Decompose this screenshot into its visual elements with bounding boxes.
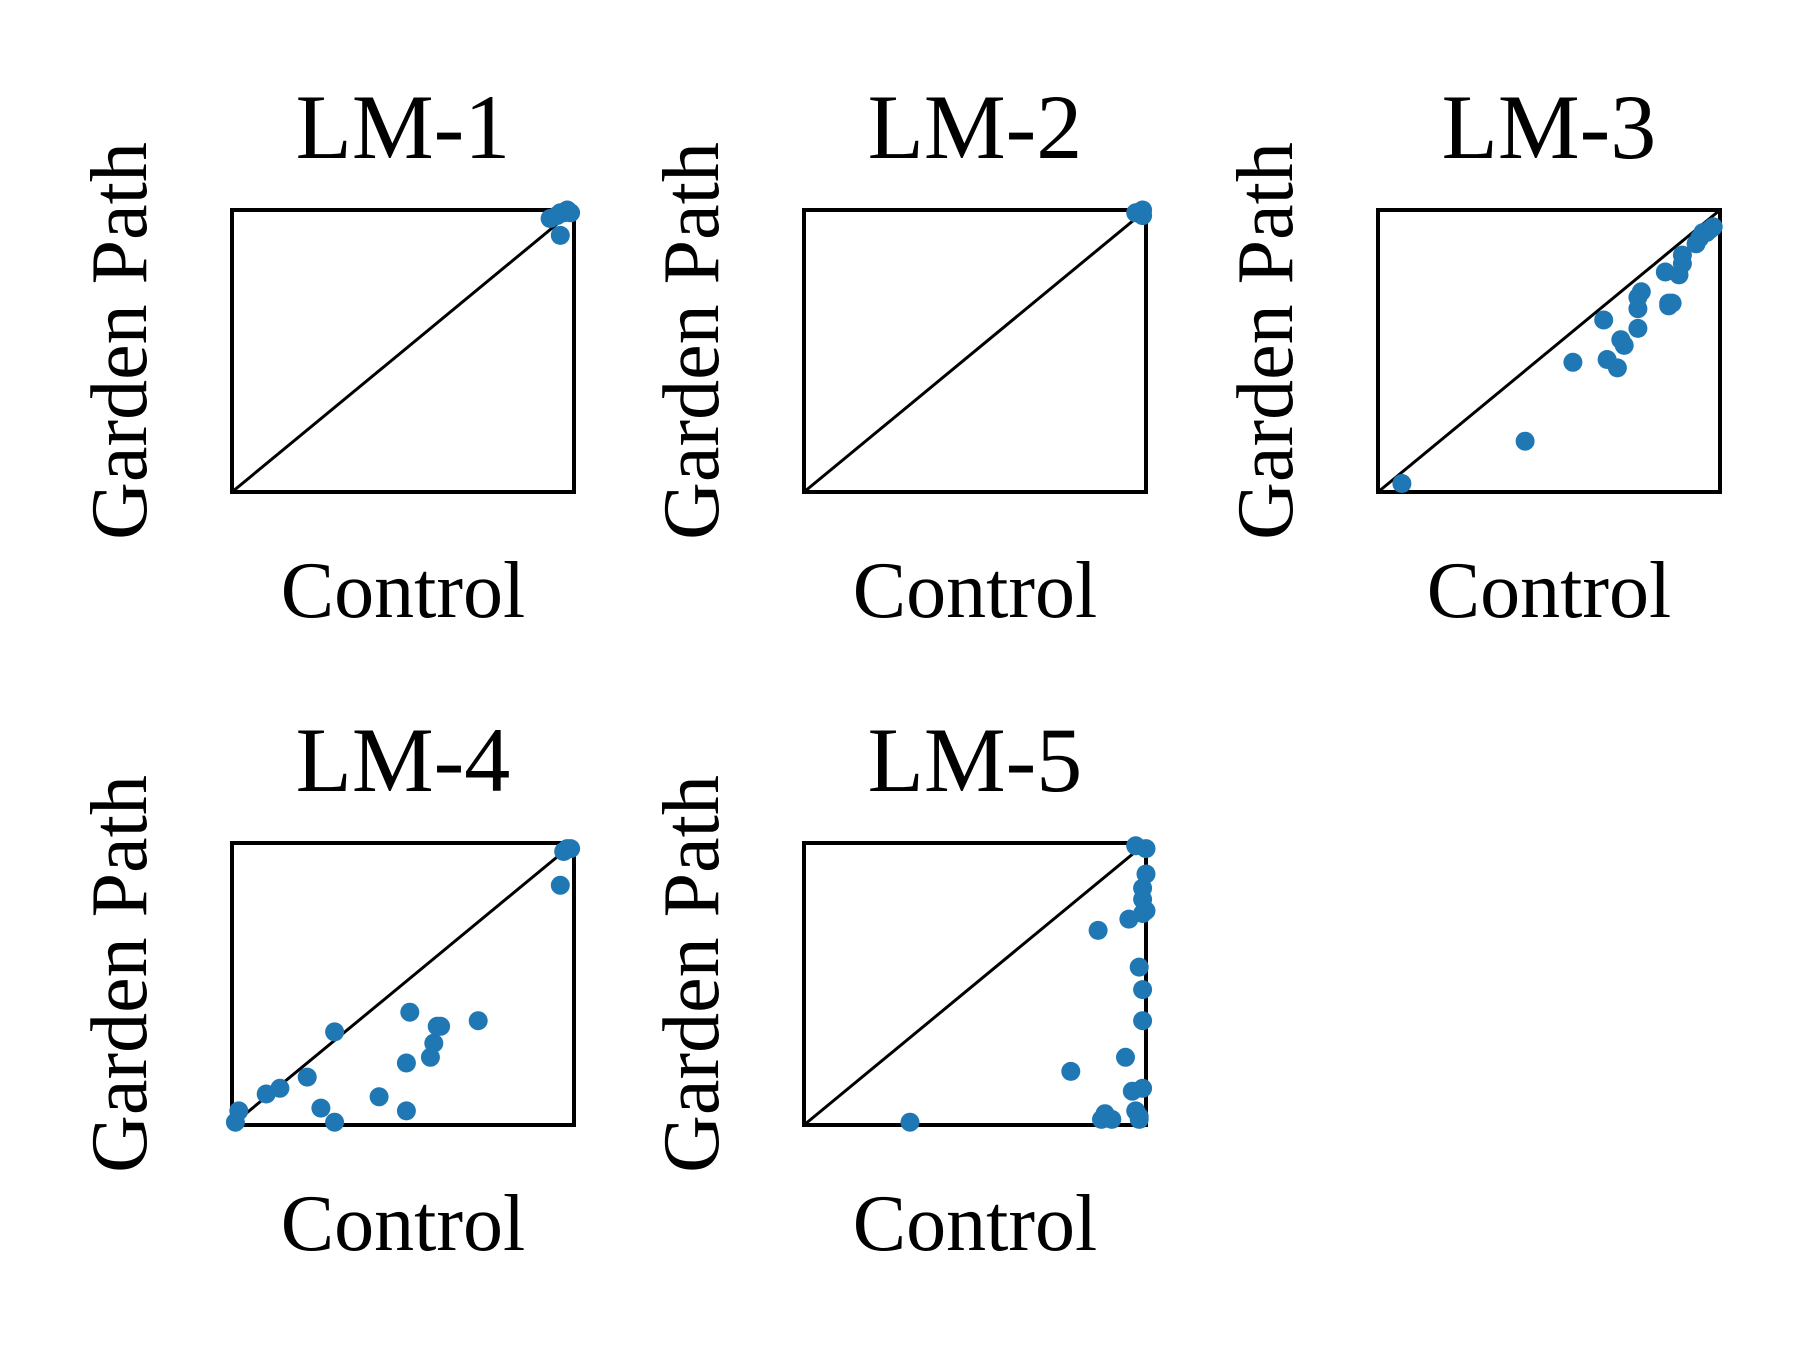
- panel-title: LM-5: [868, 709, 1083, 811]
- data-point: [900, 1112, 920, 1132]
- diagonal-line: [231, 208, 575, 494]
- scatter-panel: LM-1 Control Garden Path: [76, 76, 581, 635]
- data-point: [1631, 282, 1651, 302]
- data-point: [1662, 293, 1682, 313]
- x-axis-label: Control: [1427, 547, 1671, 635]
- data-point: [1515, 431, 1535, 451]
- diagonal-line: [803, 208, 1147, 494]
- data-point: [1116, 1047, 1135, 1067]
- y-axis-label: Garden Path: [76, 775, 164, 1173]
- data-point: [1126, 203, 1146, 223]
- plot-frame: [230, 208, 576, 494]
- data-point: [396, 1053, 416, 1073]
- y-axis-label: Garden Path: [648, 142, 736, 540]
- data-point: [1614, 335, 1634, 355]
- plot-frame: [1376, 208, 1722, 494]
- data-point: [311, 1098, 331, 1118]
- plot-frame: [230, 841, 576, 1127]
- y-axis-label: Garden Path: [648, 775, 736, 1173]
- data-point: [1088, 920, 1108, 940]
- data-point: [1136, 901, 1156, 921]
- data-point: [229, 1101, 249, 1121]
- panel-title: LM-3: [1442, 76, 1657, 178]
- panel-title: LM-2: [868, 76, 1083, 178]
- panel-title: LM-4: [296, 709, 511, 811]
- data-point: [325, 1112, 345, 1132]
- data-point: [396, 1101, 416, 1121]
- data-point: [1672, 245, 1692, 265]
- scatter-panel: LM-2 Control Garden Path: [648, 76, 1153, 635]
- data-point: [270, 1078, 290, 1098]
- y-axis-label: Garden Path: [76, 142, 164, 540]
- x-axis-label: Control: [853, 1180, 1097, 1268]
- data-point: [325, 1022, 345, 1042]
- data-point: [1133, 1011, 1153, 1031]
- data-point: [468, 1011, 488, 1031]
- diagonal-line: [803, 841, 1147, 1127]
- diagonal-line: [1377, 208, 1721, 494]
- data-point: [1392, 474, 1412, 493]
- data-point: [1061, 1061, 1081, 1081]
- scatter-panel: LM-5 Control Garden Path: [648, 709, 1156, 1268]
- diagonal-line: [231, 841, 575, 1127]
- y-axis-label: Garden Path: [1222, 142, 1310, 540]
- data-point: [1136, 864, 1156, 884]
- data-point: [1628, 318, 1648, 338]
- data-point: [369, 1087, 389, 1107]
- scatter-panel: LM-3 Control Garden Path: [1222, 76, 1723, 635]
- data-point: [1102, 1109, 1122, 1129]
- data-point: [1594, 310, 1614, 330]
- data-point: [297, 1067, 317, 1087]
- data-point: [550, 225, 570, 245]
- data-point: [550, 875, 570, 895]
- x-axis-label: Control: [281, 547, 525, 635]
- data-point: [1129, 1109, 1149, 1129]
- panel-title: LM-1: [296, 76, 511, 178]
- data-point: [1126, 836, 1146, 856]
- x-axis-label: Control: [281, 1180, 525, 1268]
- scatter-panel: LM-4 Control Garden Path: [76, 709, 581, 1268]
- data-point: [561, 203, 581, 223]
- data-point: [400, 1002, 420, 1022]
- data-point: [1133, 1078, 1153, 1098]
- data-point: [1703, 217, 1723, 237]
- x-axis-label: Control: [853, 547, 1097, 635]
- data-point: [1563, 352, 1583, 372]
- data-point: [561, 839, 581, 859]
- plot-frame: [802, 208, 1148, 494]
- data-point: [1607, 358, 1627, 378]
- data-point: [424, 1033, 444, 1053]
- data-point: [1129, 957, 1149, 977]
- data-point: [431, 1016, 451, 1036]
- data-point: [1133, 980, 1153, 1000]
